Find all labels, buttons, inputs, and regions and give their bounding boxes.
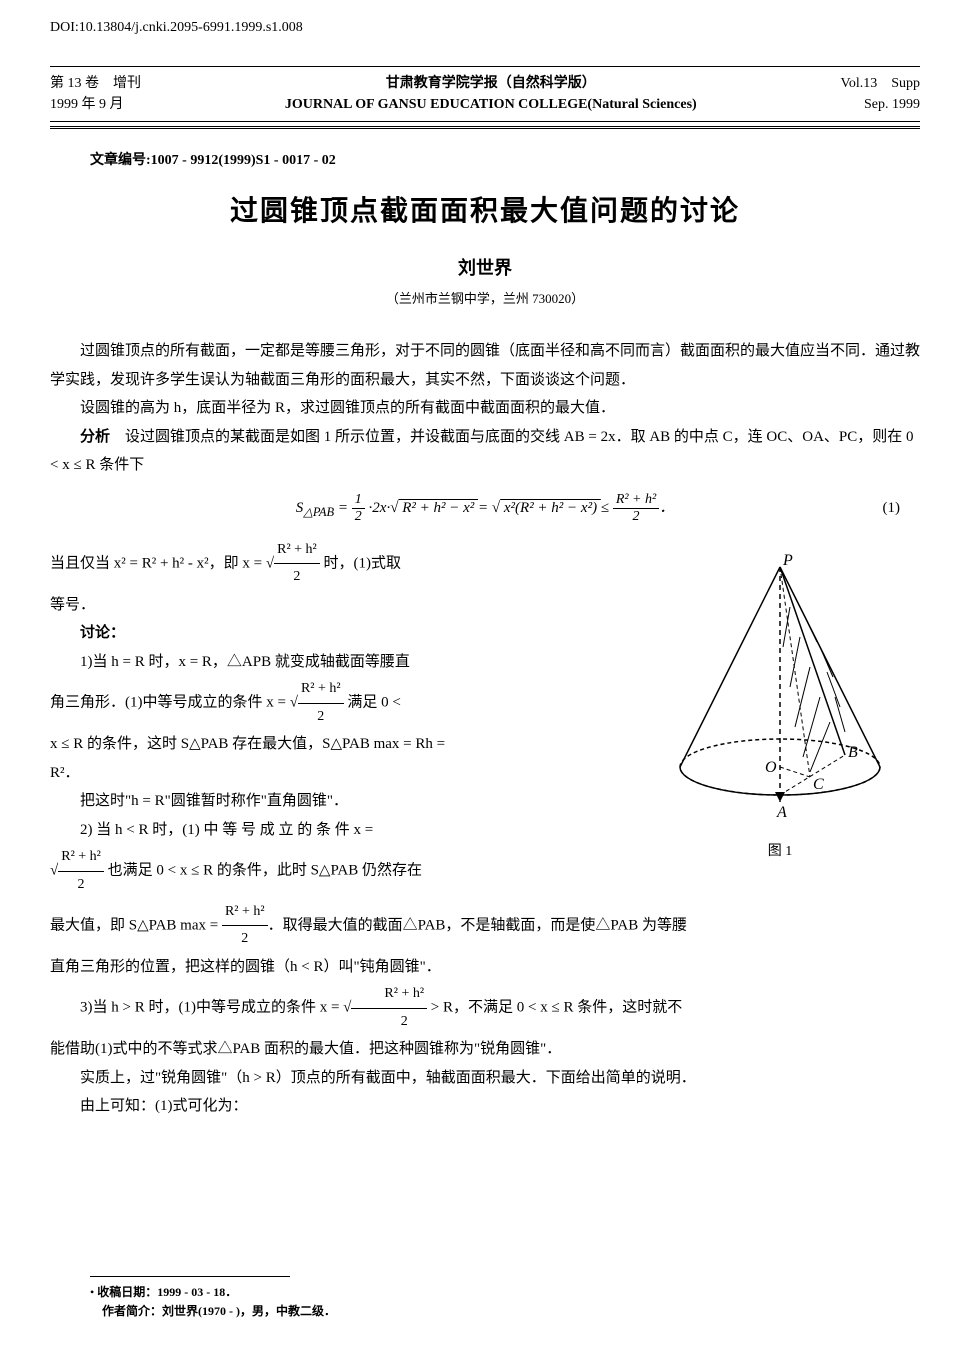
case2-line3: 最大值，即 S△PAB max = R² + h²2．取得最大值的截面△PAB，…	[50, 899, 920, 953]
case1-b: 角三角形．(1)中等号成立的条件 x =	[50, 695, 290, 711]
article-number: 文章编号:1007 - 9912(1999)S1 - 0017 - 02	[90, 149, 920, 169]
journal-header: 第 13 卷 增刊 1999 年 9 月 甘肃教育学院学报（自然科学版） JOU…	[50, 66, 920, 122]
paragraph-problem: 设圆锥的高为 h，底面半径为 R，求过圆锥顶点的所有截面中截面面积的最大值．	[50, 394, 920, 423]
case2-line2: √R² + h²2 也满足 0 < x ≤ R 的条件，此时 S△PAB 仍然存…	[50, 844, 620, 898]
volume-cn: 第 13 卷 增刊	[50, 73, 141, 94]
author-name: 刘世界	[50, 254, 920, 280]
author-bio: 作者简介：刘世界(1970 - )，男，中教二级．	[90, 1302, 336, 1321]
bio-text: 作者简介：刘世界(1970 - )，男，中教二级．	[102, 1304, 336, 1318]
case2-b: 也满足 0 < x ≤ R 的条件，此时 S△PAB 仍然存在	[104, 863, 422, 879]
case2-line1: 2) 当 h < R 时，(1) 中 等 号 成 立 的 条 件 x =	[50, 816, 620, 845]
label-a: A	[776, 804, 787, 821]
volume-en: Vol.13 Supp	[841, 73, 920, 94]
derive-paragraph: 由上可知：(1)式可化为：	[50, 1092, 920, 1121]
formula-1: S△PAB = 12 ·2x·√ R² + h² − x² = √ x²(R² …	[50, 492, 920, 525]
label-o: O	[765, 759, 777, 776]
paragraph-analysis: 分析 设过圆锥顶点的某截面是如图 1 所示位置，并设截面与底面的交线 AB = …	[50, 423, 920, 480]
journal-cn: 甘肃教育学院学报（自然科学版）	[285, 73, 697, 94]
frac-den: 2	[613, 509, 659, 525]
essence-paragraph: 实质上，过"锐角圆锥"（h > R）顶点的所有截面中，轴截面面积最大．下面给出简…	[50, 1064, 920, 1093]
equality-end: 等号．	[50, 591, 620, 620]
cone-diagram: P B A C O	[655, 547, 905, 827]
case3-b: > R，不满足 0 < x ≤ R 条件，这时就不	[427, 1000, 682, 1016]
frac-num: R² + h²	[351, 981, 427, 1009]
frac-num: R² + h²	[298, 676, 344, 704]
case2-line4: 直角三角形的位置，把这样的圆锥（h < R）叫"钝角圆锥"．	[50, 953, 920, 982]
discussion-left-column: 当且仅当 x² = R² + h² - x²，即 x = √R² + h²2 时…	[50, 537, 620, 899]
paper-title: 过圆锥顶点截面面积最大值问题的讨论	[50, 189, 920, 229]
case2-d: ．取得最大值的截面△PAB，不是轴截面，而是使△PAB 为等腰	[268, 917, 687, 933]
case2-c: 最大值，即 S△PAB max =	[50, 917, 222, 933]
date-en: Sep. 1999	[841, 94, 920, 115]
frac-den: 2	[351, 1009, 427, 1036]
frac-num: R² + h²	[613, 492, 659, 509]
header-right: Vol.13 Supp Sep. 1999	[841, 73, 920, 115]
label-c: C	[813, 776, 824, 793]
discussion-heading: 讨论：	[80, 619, 620, 648]
equality-condition: 当且仅当 x² = R² + h² - x²，即 x = √R² + h²2 时…	[50, 537, 620, 591]
frac-num: R² + h²	[274, 537, 320, 565]
header-center: 甘肃教育学院学报（自然科学版） JOURNAL OF GANSU EDUCATI…	[285, 73, 697, 115]
frac-den: 2	[58, 872, 104, 899]
formula-number: (1)	[883, 500, 901, 517]
case3-line1: 3)当 h > R 时，(1)中等号成立的条件 x = √R² + h²2 > …	[50, 981, 920, 1035]
paragraph-intro: 过圆锥顶点的所有截面，一定都是等腰三角形，对于不同的圆锥（底面半径和高不同而言）…	[50, 337, 920, 394]
frac-num: R² + h²	[58, 844, 104, 872]
figure-caption: 图 1	[650, 840, 910, 860]
header-left: 第 13 卷 增刊 1999 年 9 月	[50, 73, 141, 115]
case1-line3: x ≤ R 的条件，这时 S△PAB 存在最大值，S△PAB max = Rh …	[50, 730, 620, 759]
formula-1-content: S△PAB = 12 ·2x·√ R² + h² − x² = √ x²(R² …	[296, 492, 674, 525]
footer: • 收稿日期：1999 - 03 - 18． 作者简介：刘世界(1970 - )…	[90, 1276, 336, 1321]
frac-den: 2	[352, 509, 365, 525]
frac-den: 2	[298, 704, 344, 731]
received-date: • 收稿日期：1999 - 03 - 18．	[90, 1283, 336, 1302]
analysis-label: 分析	[80, 429, 110, 445]
analysis-text: 设过圆锥顶点的某截面是如图 1 所示位置，并设截面与底面的交线 AB = 2x．…	[50, 429, 914, 474]
case1-c: 满足 0 <	[344, 695, 401, 711]
case3-a: 3)当 h > R 时，(1)中等号成立的条件 x =	[80, 1000, 343, 1016]
frac-den: 2	[222, 926, 268, 953]
article-number-label: 文章编号:1007 - 9912(1999)S1 - 0017 - 02	[90, 153, 336, 168]
cond-a: 当且仅当 x² = R² + h² - x²，即 x =	[50, 555, 266, 571]
figure-1: P B A C O 图 1	[650, 547, 910, 860]
frac-num: 1	[352, 492, 365, 509]
case1-note: 把这时"h = R"圆锥暂时称作"直角圆锥"．	[50, 787, 620, 816]
case3-line2: 能借助(1)式中的不等式求△PAB 面积的最大值．把这种圆锥称为"锐角圆锥"．	[50, 1035, 920, 1064]
case1-line1: 1)当 h = R 时，x = R，△APB 就变成轴截面等腰直	[50, 648, 620, 677]
cond-b: 时，(1)式取	[320, 555, 401, 571]
label-b: B	[848, 744, 858, 761]
author-affiliation: （兰州市兰钢中学，兰州 730020）	[50, 288, 920, 307]
doi-line: DOI:10.13804/j.cnki.2095-6991.1999.s1.00…	[50, 20, 920, 36]
case1-line4: R²．	[50, 759, 620, 788]
discussion-section: P B A C O 图 1 当且仅当 x² = R² + h² - x²，即 x…	[50, 537, 920, 1121]
case1-line2: 角三角形．(1)中等号成立的条件 x = √R² + h²2 满足 0 <	[50, 676, 620, 730]
date-cn: 1999 年 9 月	[50, 94, 141, 115]
journal-en: JOURNAL OF GANSU EDUCATION COLLEGE(Natur…	[285, 94, 697, 115]
label-p: P	[782, 552, 793, 569]
received-text: 收稿日期：1999 - 03 - 18．	[97, 1285, 237, 1299]
frac-num: R² + h²	[222, 899, 268, 927]
header-rule	[50, 126, 920, 129]
frac-den: 2	[274, 564, 320, 591]
footer-rule	[90, 1276, 290, 1277]
